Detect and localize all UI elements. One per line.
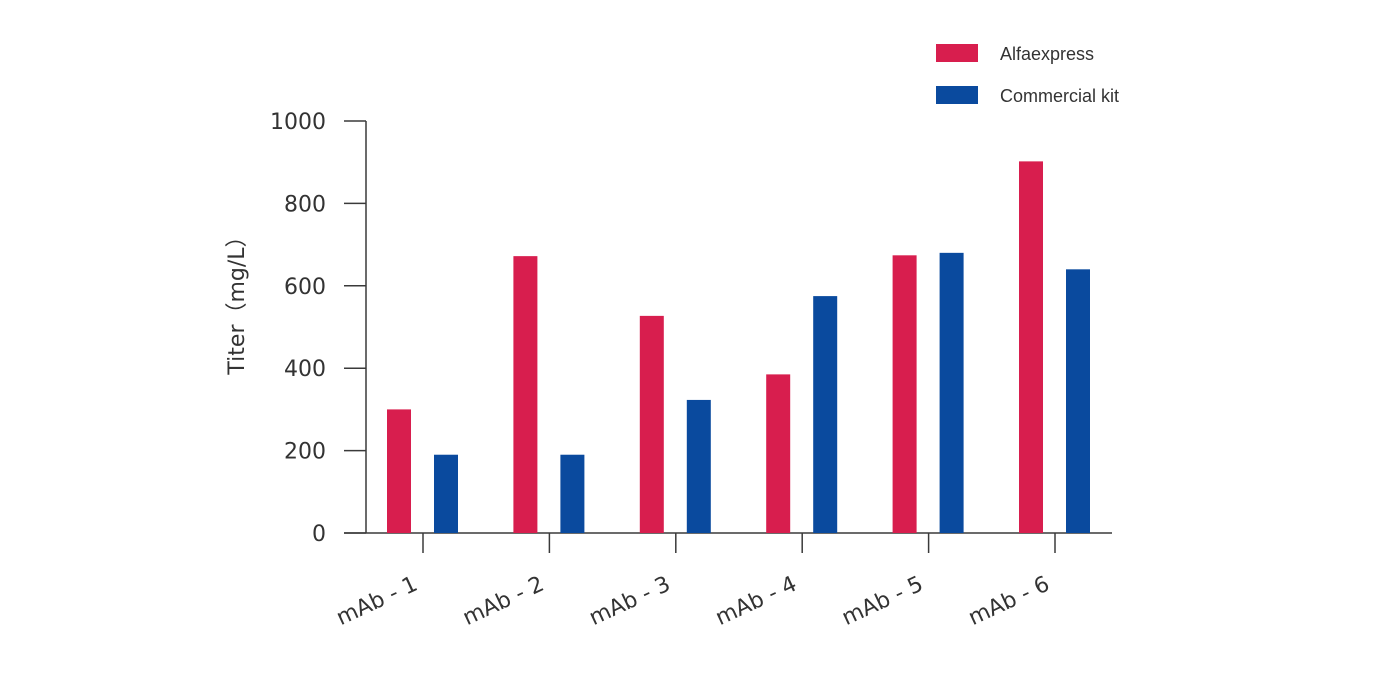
y-tick-label: 600 <box>284 275 326 300</box>
x-tick-label: mAb - 2 <box>459 572 548 631</box>
bar-commercial-kit-6 <box>1066 269 1090 533</box>
bar-alfaexpress-6 <box>1019 161 1043 533</box>
y-axis-label: Titer（mg/L） <box>225 225 250 375</box>
legend-swatch <box>936 86 978 104</box>
y-axis: 0 200 400 600 800 1000 <box>270 110 367 547</box>
x-tick-label: mAb - 5 <box>838 572 927 631</box>
bars <box>387 161 1090 533</box>
legend-label: Alfaexpress <box>1000 44 1094 64</box>
y-tick-label: 1000 <box>270 110 326 135</box>
x-tick-label: mAb - 4 <box>712 572 801 631</box>
x-tick-label: mAb - 1 <box>333 572 422 631</box>
bar-alfaexpress-4 <box>766 374 791 533</box>
bar-commercial-kit-3 <box>686 399 711 533</box>
bar-alfaexpress-3 <box>639 315 664 533</box>
bar-commercial-kit-4 <box>813 296 838 533</box>
x-axis: mAb - 1 mAb - 2 mAb - 3 mAb - 4 mAb - 5 mAb -… <box>333 532 1112 631</box>
bar-commercial-kit-2 <box>560 454 585 533</box>
bar-alfaexpress-1 <box>387 409 411 533</box>
x-tick-label: mAb - 6 <box>965 572 1054 631</box>
bar-commercial-kit-5 <box>939 252 964 533</box>
y-tick-label: 0 <box>312 522 326 547</box>
bar-alfaexpress-2 <box>513 256 538 533</box>
y-tick-label: 400 <box>284 357 326 382</box>
bar-commercial-kit-1 <box>434 454 458 533</box>
bar-alfaexpress-5 <box>892 255 917 533</box>
legend-swatch <box>936 44 978 62</box>
legend-label: Commercial kit <box>1000 86 1119 106</box>
y-tick-label: 200 <box>284 440 326 465</box>
x-tick-label: mAb - 3 <box>585 572 674 631</box>
y-tick-label: 800 <box>284 192 326 217</box>
legend: Alfaexpress Commercial kit <box>936 44 1119 106</box>
